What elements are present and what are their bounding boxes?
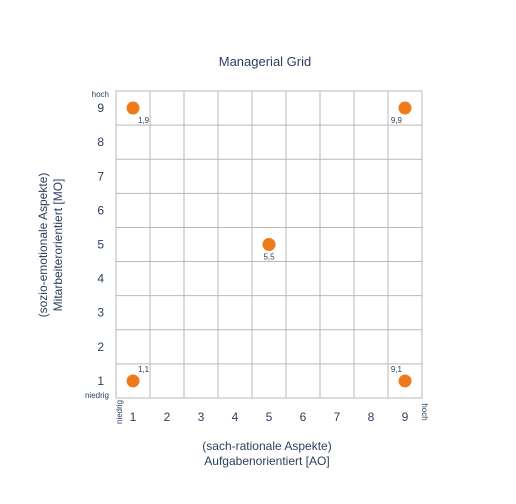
data-point-label: 9,9 <box>391 116 403 125</box>
y-tick-label: 1 <box>97 374 104 388</box>
chart-title: Managerial Grid <box>219 54 312 69</box>
data-point-label: 9,1 <box>391 365 403 374</box>
x-axis-label-line1: (sach-rationale Aspekte) <box>202 439 331 453</box>
x-tick-label: 6 <box>300 410 307 424</box>
x-high-label: hoch <box>420 403 429 420</box>
y-tick-label: 4 <box>97 272 104 286</box>
grid-lines <box>115 90 423 399</box>
data-point-label: 1,1 <box>138 365 150 374</box>
data-point-label: 1,9 <box>138 116 150 125</box>
y-tick-label: 7 <box>97 169 104 183</box>
x-tick-label: 1 <box>130 410 137 424</box>
x-tick-label: 3 <box>198 410 205 424</box>
y-axis-label-line2: Mitarbeiterorientiert [MO] <box>51 179 65 312</box>
x-tick-label: 9 <box>402 410 409 424</box>
y-tick-label: 5 <box>97 238 104 252</box>
x-tick-label: 8 <box>368 410 375 424</box>
y-tick-label: 8 <box>97 135 104 149</box>
x-tick-label: 7 <box>334 410 341 424</box>
y-axis-label-line1: (sozio-emotionale Aspekte) <box>36 173 50 318</box>
data-point <box>126 374 140 388</box>
data-point <box>398 374 412 388</box>
y-tick-label: 6 <box>97 203 104 217</box>
data-point-label: 5,5 <box>263 253 275 262</box>
y-tick-label: 3 <box>97 306 104 320</box>
x-tick-labels: 1 2 3 4 5 6 7 8 9 <box>130 410 409 424</box>
y-tick-labels: 1 2 3 4 5 6 7 8 9 <box>97 101 104 388</box>
grid-border <box>115 90 423 399</box>
x-axis-label-line2: Aufgabenorientiert [AO] <box>204 454 329 468</box>
y-tick-label: 2 <box>97 340 104 354</box>
data-point <box>262 238 276 251</box>
x-tick-label: 5 <box>266 410 273 424</box>
y-high-label: hoch <box>92 90 109 99</box>
x-tick-label: 2 <box>164 410 171 424</box>
y-tick-label: 9 <box>97 101 104 115</box>
data-point <box>398 101 412 115</box>
x-low-label: niedrig <box>115 400 124 424</box>
data-point <box>126 101 140 115</box>
y-low-label: niedrig <box>85 391 109 400</box>
x-tick-label: 4 <box>232 410 239 424</box>
data-points: 1,9 9,9 5,5 1,1 9,1 <box>126 101 412 388</box>
